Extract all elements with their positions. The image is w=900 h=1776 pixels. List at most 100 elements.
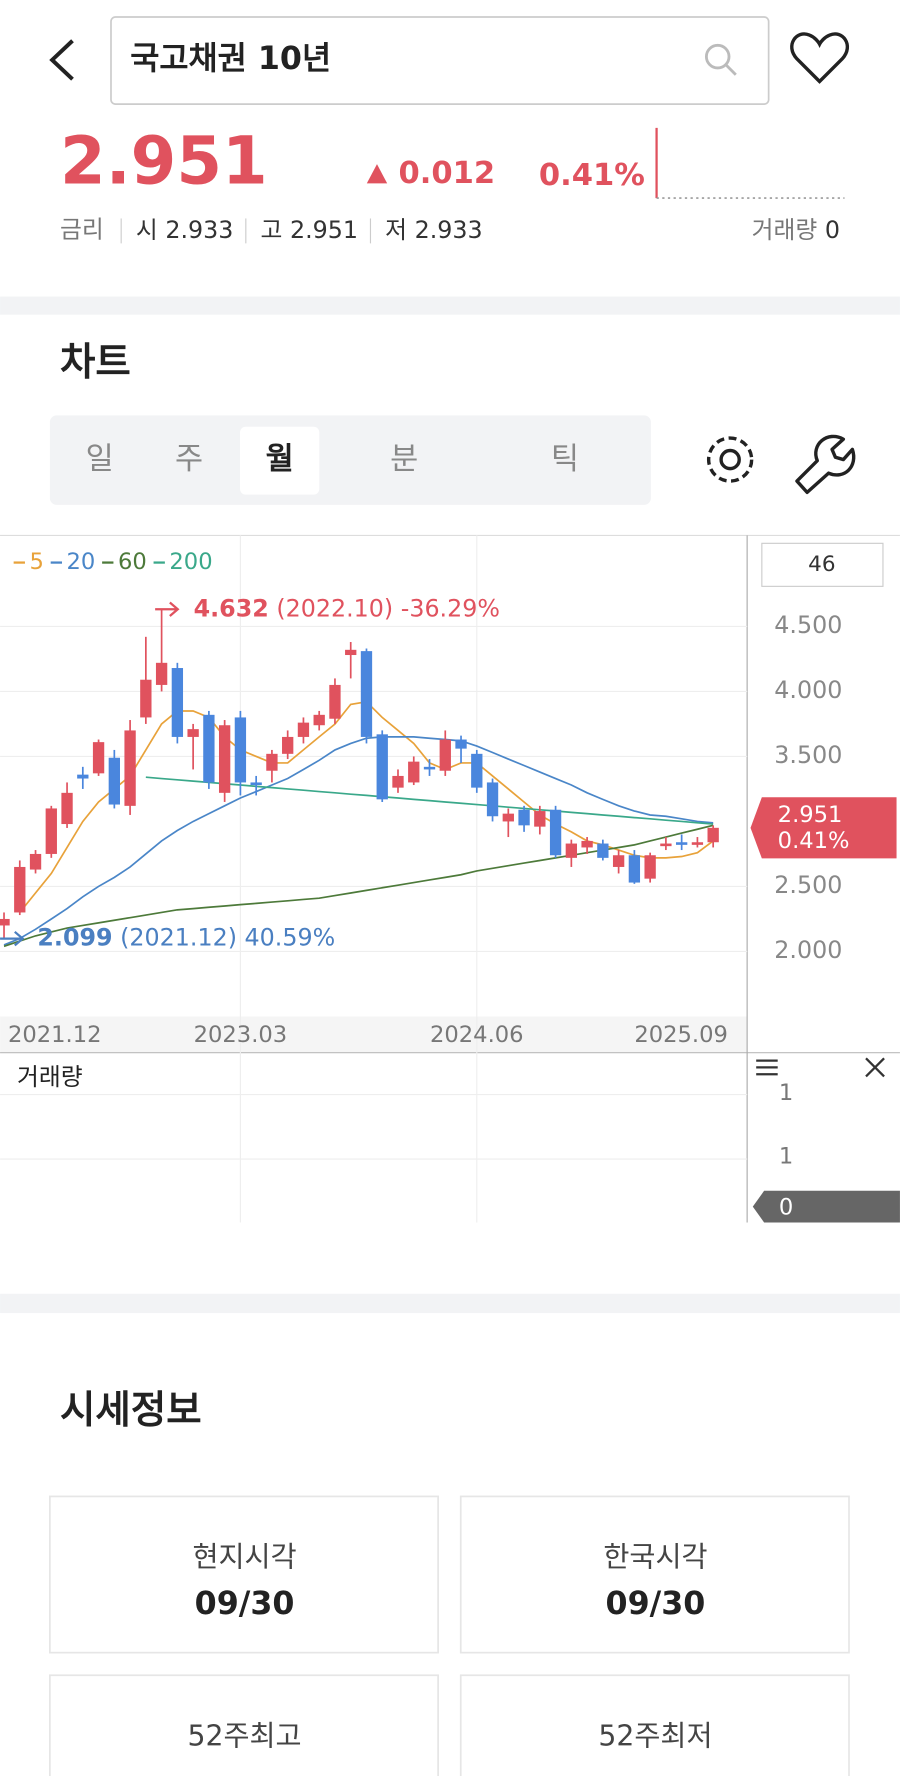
section-title: 차트 (60, 340, 131, 385)
info-card (459, 1674, 850, 1776)
section-title: 시세정보 (60, 1388, 202, 1433)
settings-button[interactable] (706, 436, 754, 483)
ma-line (3, 824, 714, 948)
candle-body (439, 739, 451, 771)
stats-row: 금리 시 2.933 고 2.951 저 2.933 (60, 215, 483, 243)
divider (0, 1293, 900, 1314)
candle-body (140, 679, 152, 718)
price-tag-change: 0.41% (778, 828, 850, 854)
change: 0.012 (398, 156, 495, 191)
y-tick-label: 2.500 (774, 871, 842, 899)
y-tick-label: 4.000 (774, 676, 842, 704)
candle-body (628, 855, 641, 883)
search-icon[interactable] (704, 43, 737, 76)
note: 4.632 (2022.10) -36.29% (194, 594, 500, 622)
candle-body (597, 843, 609, 858)
up-triangle (366, 164, 388, 184)
info-card (459, 1495, 850, 1654)
candle-body (612, 855, 625, 867)
search-text: 국고채권 10년 (130, 41, 331, 77)
candle-body (218, 725, 231, 793)
info-card (49, 1674, 439, 1776)
x-tick-label: 2021.12 (8, 1022, 102, 1048)
candle-body (549, 809, 562, 856)
candle-body (108, 757, 120, 805)
candle-body (423, 766, 436, 770)
stat-value: 2.933 (165, 215, 233, 243)
price: 2.951 (60, 123, 268, 199)
note-value: 4.632 (194, 594, 269, 622)
favorite-button[interactable] (790, 32, 849, 84)
tab[interactable]: 틱 (551, 442, 579, 477)
candle-body (77, 774, 89, 779)
card-value: 09/30 (606, 1586, 706, 1622)
tab-bar (49, 415, 651, 505)
candle-body (345, 649, 357, 656)
volume-tick: 1 (779, 1080, 793, 1106)
legend-label: 60 (118, 549, 147, 575)
candle-body (408, 761, 420, 783)
candle-body (0, 918, 10, 926)
candle-body (502, 813, 514, 822)
tab[interactable]: 월 (266, 442, 294, 477)
x-axis-band (0, 1016, 748, 1053)
note-arrow (0, 930, 25, 947)
search-box[interactable] (110, 16, 770, 105)
volume-value: 0 (825, 215, 840, 243)
tab[interactable]: 분 (390, 442, 418, 477)
tab[interactable]: 주 (175, 442, 203, 477)
candle-body (534, 811, 546, 827)
note-date: (2022.10) (276, 594, 393, 622)
back-button[interactable] (49, 39, 74, 81)
tools-button[interactable] (795, 434, 856, 495)
change-pct: 0.41% (539, 158, 645, 193)
candle-body (660, 843, 672, 847)
note-arrow (155, 601, 180, 617)
legend-label: 20 (67, 549, 96, 575)
candle-body (376, 734, 388, 800)
candle-body (234, 717, 247, 783)
info-cards: 현지시각 09/30 한국시각 09/30 52주최고 52주최저 (49, 1495, 850, 1776)
candle-body (29, 853, 42, 870)
tab-selected (240, 426, 320, 495)
candle-body (171, 668, 184, 737)
info-card (49, 1495, 439, 1654)
candle-body (45, 808, 57, 854)
menu-icon[interactable] (756, 1059, 778, 1076)
candle-body (282, 736, 294, 754)
count-text: 46 (808, 552, 835, 577)
price-chart: 4.500 4.000 3.500 2.500 2.000 2021.12 2023.03 2… (0, 535, 897, 1223)
candle-body (187, 729, 199, 737)
card-label: 52주최고 (188, 1720, 302, 1753)
stat-label: 시 (136, 215, 158, 243)
stat: 저 2.933 (385, 215, 482, 243)
x-tick-label: 2025.09 (634, 1022, 728, 1048)
y-tick-label: 3.500 (774, 741, 842, 769)
stat: 시 2.933 (136, 215, 233, 243)
candle-body (14, 866, 26, 913)
tab[interactable]: 일 (86, 442, 114, 477)
note-change: 40.59% (245, 923, 336, 951)
candle-body (565, 843, 578, 858)
card-label: 한국시각 (603, 1541, 707, 1574)
candle-body (392, 775, 404, 788)
close-icon[interactable] (865, 1057, 885, 1078)
note-value: 2.099 (37, 923, 112, 951)
rate-label: 금리 (60, 215, 104, 243)
candle-body (691, 842, 704, 845)
count-box[interactable] (761, 542, 884, 587)
note-date: (2021.12) (120, 923, 237, 951)
price-tag (750, 797, 897, 859)
card-value: 09/30 (195, 1586, 295, 1622)
candle-body (297, 722, 310, 737)
stat-value: 2.933 (415, 215, 483, 243)
candle-body (455, 739, 467, 749)
volume-label: 거래량 (752, 215, 818, 243)
candle-body (203, 714, 215, 783)
volume-tag (752, 1190, 900, 1223)
divider (0, 296, 900, 315)
